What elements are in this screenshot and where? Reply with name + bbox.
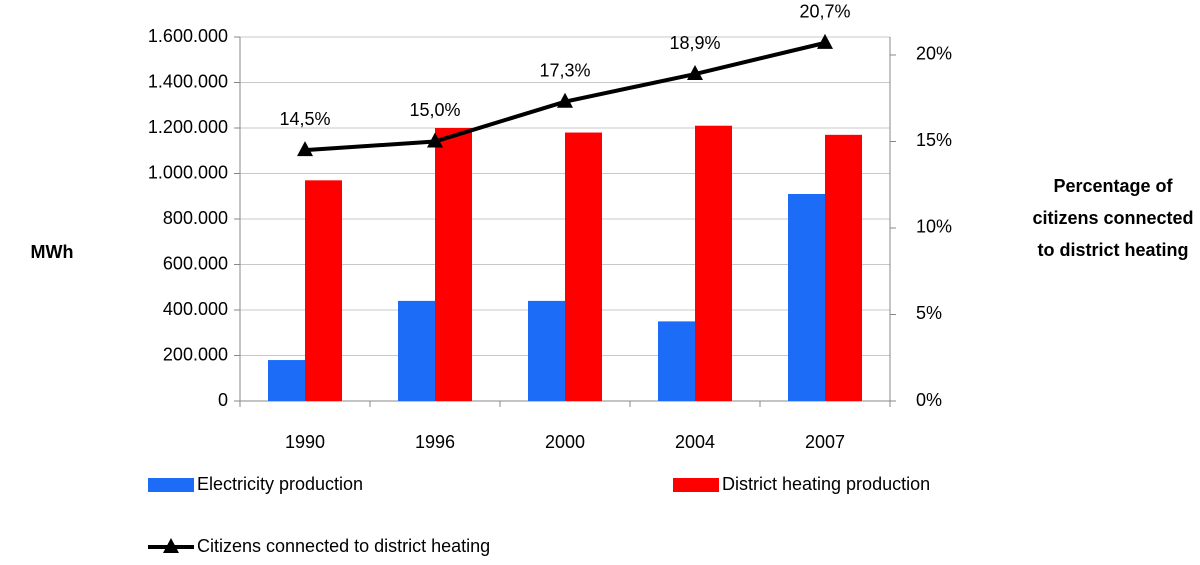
data-label: 20,7% [799,2,850,22]
y2-tick-label: 20% [916,44,952,64]
marker [687,65,703,81]
y-tick-label: 0 [218,390,228,410]
y-tick-label: 1.400.000 [148,71,228,91]
y2-axis-label: Percentage of [1053,176,1173,196]
data-label: 18,9% [669,33,720,53]
y2-tick-label: 0% [916,390,942,410]
y-axis-label: MWh [31,242,74,262]
legend-marker [163,538,179,553]
legend-swatch [148,478,194,492]
marker [297,141,313,157]
bar [528,300,565,401]
legend-label: Electricity production [197,474,363,494]
y-tick-label: 400.000 [163,299,228,319]
y2-axis-label: to district heating [1037,240,1188,260]
x-tick-label: 2007 [805,432,845,452]
legend-label: District heating production [722,474,930,494]
y2-tick-label: 5% [916,303,942,323]
bar [788,193,825,401]
y-tick-label: 200.000 [163,344,228,364]
y2-tick-label: 15% [916,130,952,150]
bar [435,128,472,401]
legend-label: Citizens connected to district heating [197,536,490,556]
y2-tick-label: 10% [916,217,952,237]
marker [557,92,573,108]
bar [825,134,862,401]
y-tick-label: 600.000 [163,253,228,273]
marker [817,33,833,49]
bar [305,180,342,401]
x-tick-label: 1996 [415,432,455,452]
bar [565,132,602,402]
bar [695,125,732,401]
y-tick-label: 1.600.000 [148,26,228,46]
data-label: 14,5% [279,109,330,129]
bar [398,300,435,401]
x-tick-label: 2000 [545,432,585,452]
legend-swatch [673,478,719,492]
bar [268,360,305,401]
y2-axis-label: citizens connected [1032,208,1193,228]
data-label: 17,3% [539,60,590,80]
x-tick-label: 2004 [675,432,715,452]
y-tick-label: 1.000.000 [148,162,228,182]
y-tick-label: 800.000 [163,208,228,228]
marker [427,132,443,148]
x-tick-label: 1990 [285,432,325,452]
data-label: 15,0% [409,100,460,120]
bar [658,321,695,401]
y-tick-label: 1.200.000 [148,117,228,137]
